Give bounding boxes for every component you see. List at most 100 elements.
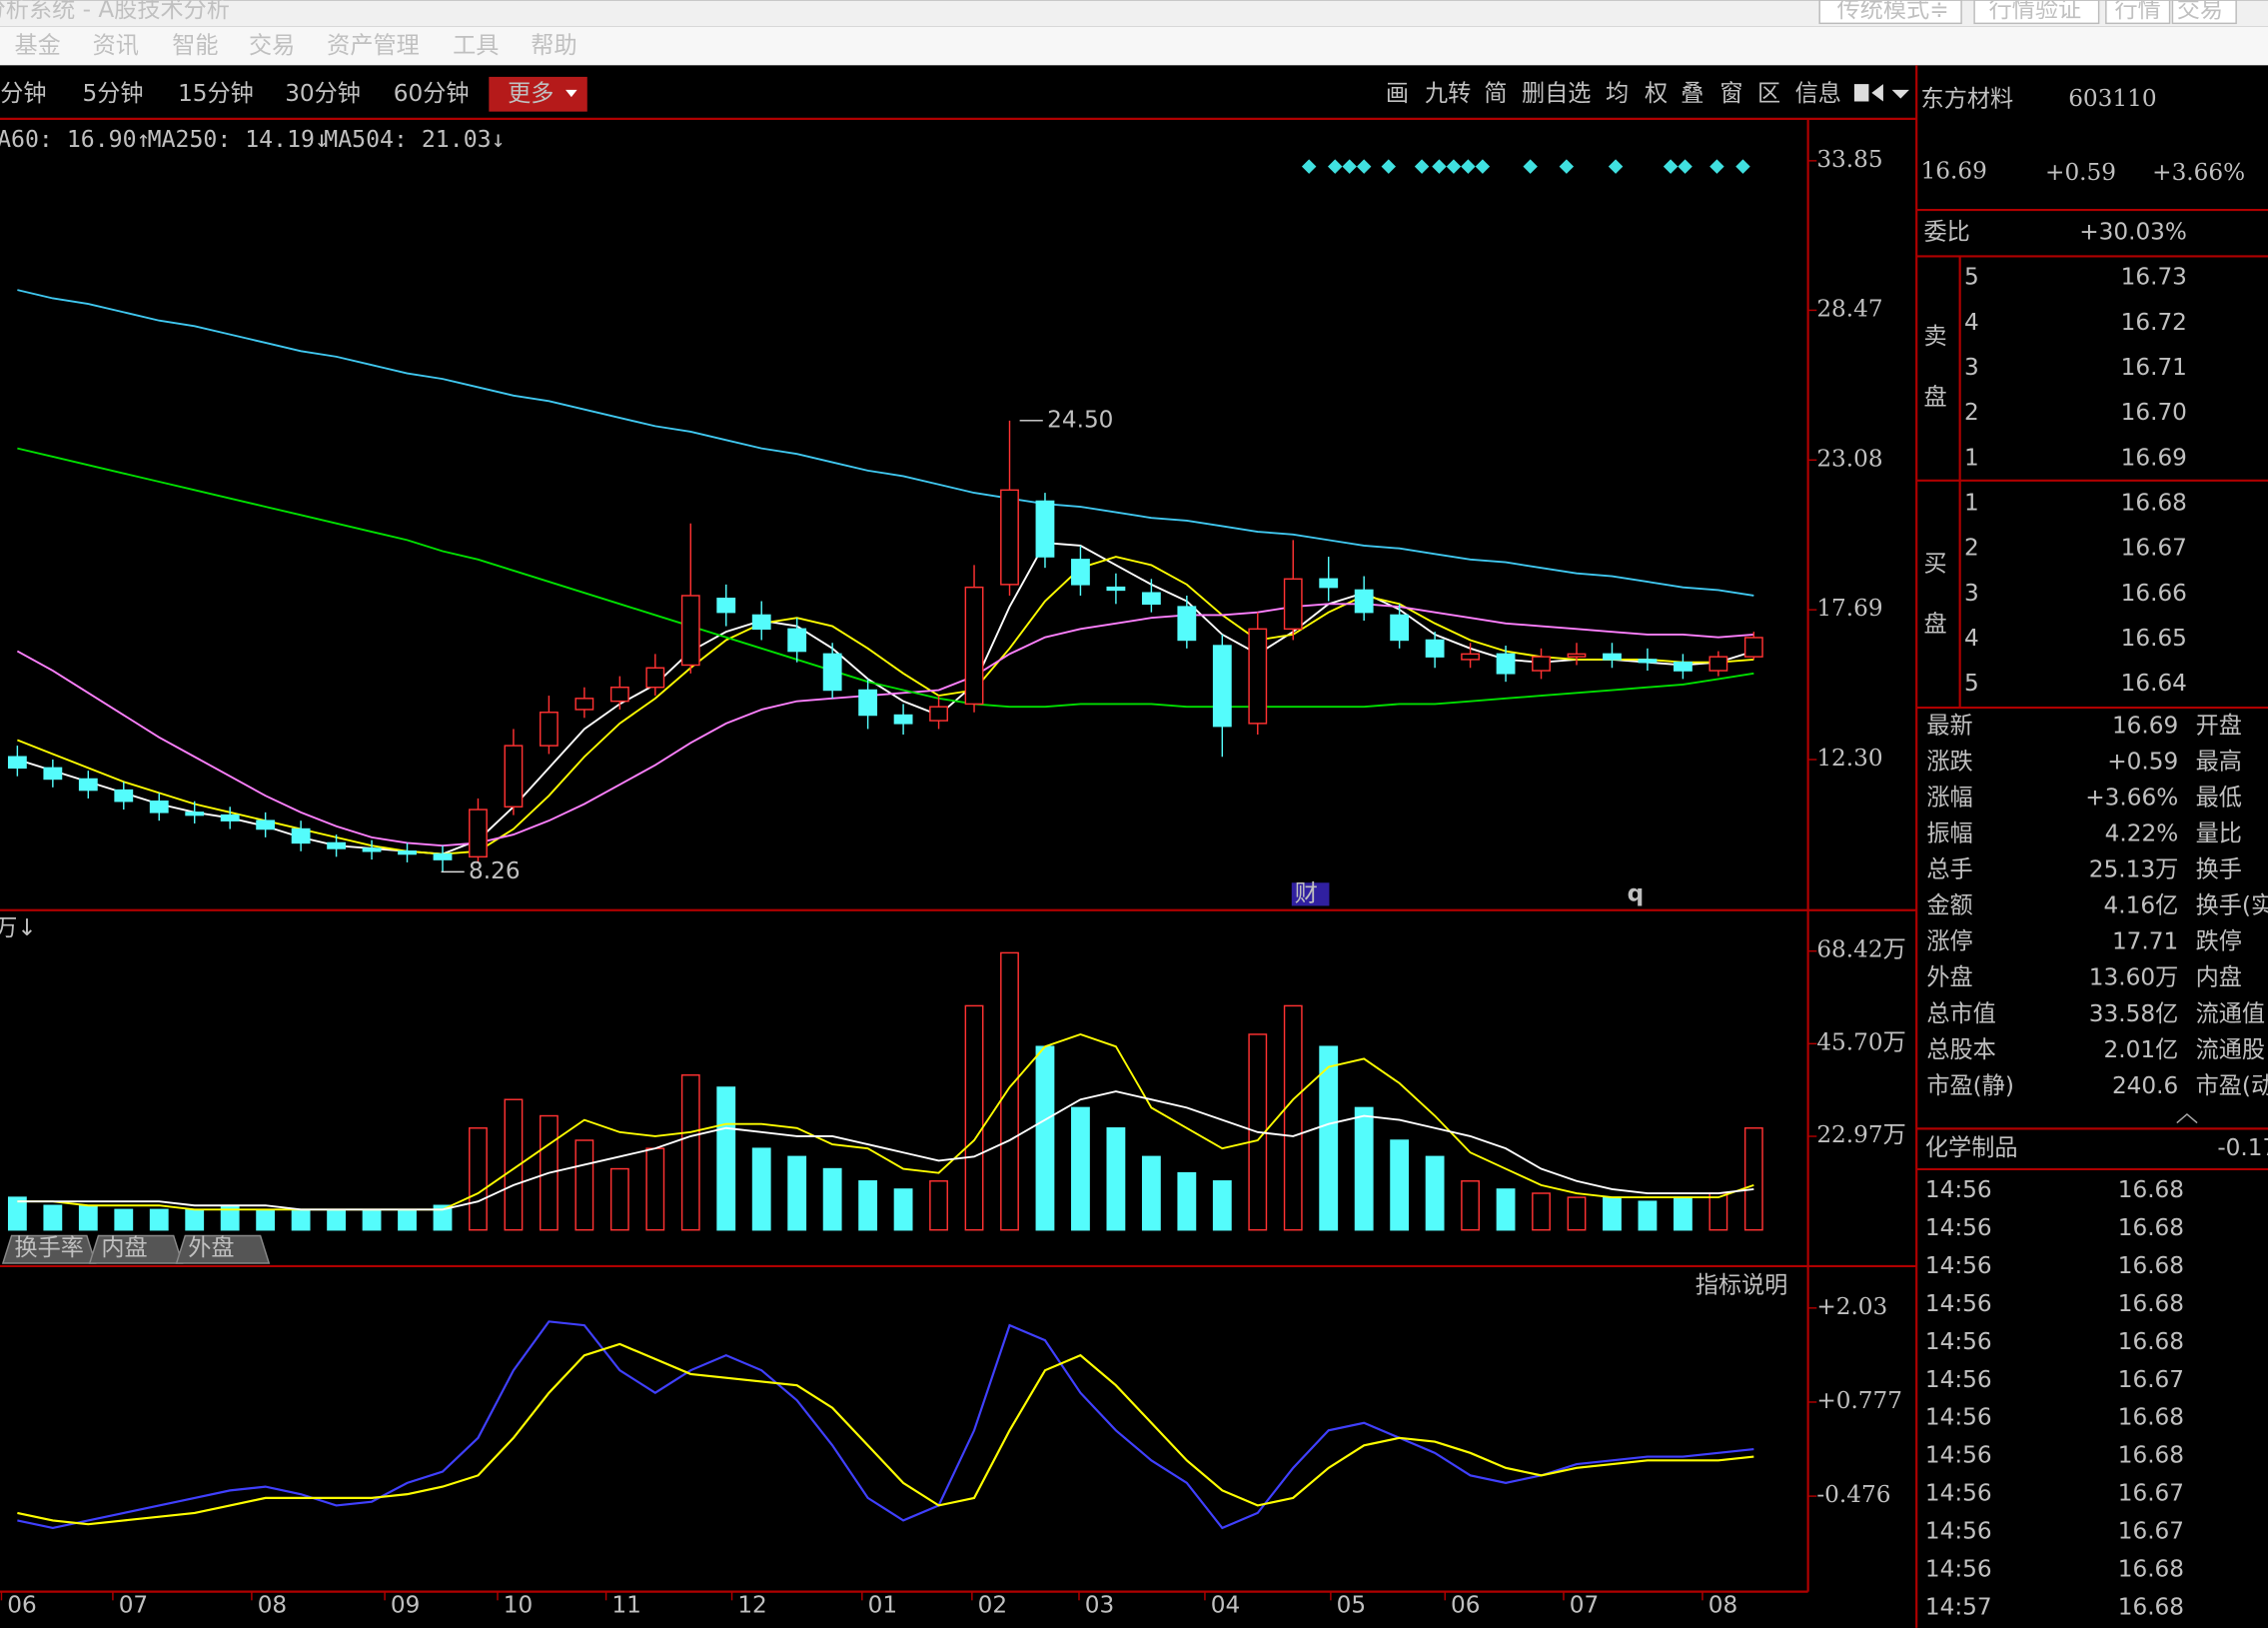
tool-button[interactable]: 窗 <box>1719 81 1742 107</box>
period-tab[interactable]: 30分钟 <box>285 81 361 107</box>
menu-item[interactable]: 工具 <box>453 33 499 59</box>
y-tick-label: 22.97万 <box>1816 1122 1905 1148</box>
marker: 财 <box>1295 880 1318 906</box>
stat-label: 金额 <box>1926 893 1972 919</box>
stat-label: 流通股 <box>2196 1037 2265 1063</box>
menu-item[interactable]: 智能 <box>172 33 218 59</box>
marker-box <box>1291 882 1330 906</box>
menu-item[interactable]: 资讯 <box>93 33 139 59</box>
volume-bar <box>469 1127 488 1231</box>
book-level: 2 <box>1964 400 1979 426</box>
panel-borders <box>0 65 2268 1628</box>
candle-body <box>1638 659 1658 664</box>
menu-item[interactable]: 资产管理 <box>327 33 420 59</box>
y-tick-label: 33.85 <box>1816 147 1882 173</box>
x-tick-label: 06 <box>7 1593 36 1619</box>
menu-item[interactable]: 基金 <box>14 33 60 59</box>
tool-button[interactable]: 画 <box>1386 81 1409 107</box>
y-tick-label: 45.70万 <box>1816 1029 1905 1055</box>
tool-button[interactable]: 删自选 <box>1522 81 1591 107</box>
x-tick-label: 11 <box>611 1593 640 1619</box>
tool-button[interactable]: 信息 <box>1795 81 1841 107</box>
volume-bar <box>929 1180 948 1231</box>
book-price: 16.71 <box>2121 355 2187 381</box>
candle-body <box>1106 586 1126 592</box>
expand-icon[interactable] <box>2176 1112 2198 1124</box>
bottom-tab-label: 外盘 <box>188 1235 234 1261</box>
stat-label: 涨停 <box>1926 929 1972 955</box>
candle-body <box>539 712 559 747</box>
ma-line <box>17 1342 1754 1526</box>
window-button[interactable]: 交易 <box>2177 0 2223 23</box>
volume-bar <box>1673 1196 1693 1231</box>
more-label[interactable]: 更多 <box>508 81 554 107</box>
stock-code: 603110 <box>2068 86 2156 112</box>
book-price: 16.65 <box>2121 626 2187 652</box>
window-button[interactable]: 传统模式≑ <box>1837 0 1949 23</box>
stat-label: 最低 <box>2196 786 2242 812</box>
volume-bar <box>327 1208 347 1231</box>
candle-body <box>114 789 134 803</box>
volume-bar <box>893 1188 913 1231</box>
candle-body <box>680 595 700 667</box>
volume-bar <box>185 1208 205 1231</box>
quote-button[interactable] <box>2105 0 2171 25</box>
bottom-tab[interactable] <box>175 1234 271 1264</box>
candle-body <box>469 809 488 858</box>
candle-body <box>7 756 27 770</box>
tool-button[interactable]: 权 <box>1645 81 1668 107</box>
menu-item[interactable]: 帮助 <box>531 33 576 59</box>
x-tick-label: 08 <box>258 1593 287 1619</box>
ma-line <box>17 447 1754 709</box>
stat-value: 13.60万 <box>2089 965 2178 991</box>
window-button[interactable]: 行情 <box>2115 0 2161 23</box>
signal-markers <box>1301 159 1750 174</box>
tool-button[interactable]: 均 <box>1606 81 1629 107</box>
candle-body <box>609 687 629 703</box>
volume-bar <box>7 1196 27 1231</box>
volume-bar <box>1638 1200 1658 1231</box>
trade-price: 16.67 <box>2118 1481 2184 1507</box>
x-tick-label: 05 <box>1337 1593 1366 1619</box>
volume-bar <box>1177 1171 1197 1231</box>
volume-bar <box>609 1167 629 1231</box>
trade-price: 16.68 <box>2118 1405 2184 1431</box>
candle-body <box>185 812 205 816</box>
tool-button[interactable]: 九转 <box>1425 81 1471 107</box>
legend-entry: A60: 16.90↑ <box>0 127 150 153</box>
volume-bar <box>964 1004 984 1231</box>
mode-button[interactable] <box>1818 0 1962 25</box>
trade-button[interactable] <box>2171 0 2237 25</box>
candle-body <box>149 801 169 814</box>
y-tick-label: 68.42万 <box>1816 937 1905 963</box>
trade-time: 14:56 <box>1925 1329 1992 1355</box>
marker: q <box>1628 880 1645 906</box>
candle-body <box>929 706 948 722</box>
tool-button[interactable]: 叠 <box>1681 81 1703 107</box>
panel-title[interactable]: 指标说明 <box>1696 1273 1788 1299</box>
verify-button[interactable] <box>1973 0 2100 25</box>
volume-bar <box>433 1204 453 1231</box>
candle-body <box>398 850 417 855</box>
bottom-tab[interactable] <box>1 1234 97 1264</box>
trade-price: 16.68 <box>2118 1329 2184 1355</box>
stat-label: 总手 <box>1926 857 1972 883</box>
tool-button[interactable]: 简 <box>1484 81 1507 107</box>
menu-item[interactable]: 交易 <box>249 33 295 59</box>
book-price: 16.69 <box>2121 445 2187 471</box>
stat-label: 内盘 <box>2196 965 2242 991</box>
ma-line <box>17 1320 1754 1530</box>
candle-body <box>964 586 984 706</box>
ma-line <box>17 556 1754 855</box>
annotation: 8.26 <box>469 858 521 884</box>
period-tab[interactable]: 1分钟 <box>0 81 47 107</box>
period-tab[interactable]: 5分钟 <box>83 81 144 107</box>
book-price: 16.73 <box>2121 265 2187 291</box>
window-button[interactable]: 行情验证 <box>1989 0 2082 23</box>
tool-button[interactable]: 区 <box>1757 81 1780 107</box>
period-tab[interactable]: 60分钟 <box>394 81 470 107</box>
x-tick-label: 07 <box>1570 1593 1599 1619</box>
bottom-tab[interactable] <box>88 1234 184 1264</box>
trade-time: 14:56 <box>1925 1177 1992 1203</box>
period-tab[interactable]: 15分钟 <box>178 81 254 107</box>
